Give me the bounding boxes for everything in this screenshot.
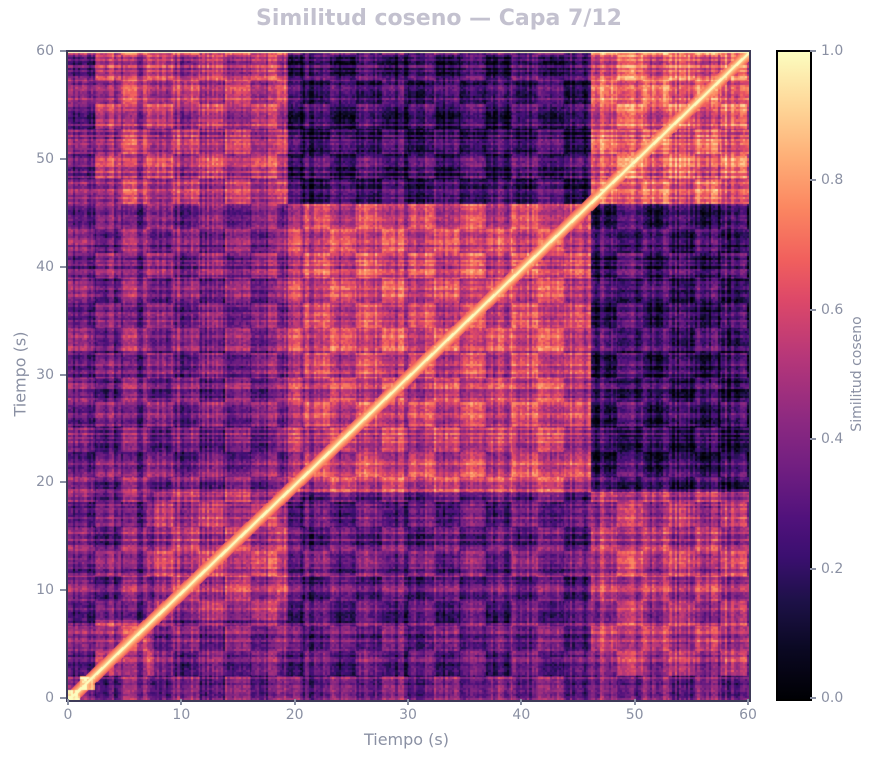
x-tick-mark [293,699,296,705]
x-tick-label: 30 [399,707,417,723]
colorbar-tick-label: 0.6 [821,301,844,318]
y-tick-label: 10 [36,582,54,599]
x-axis-label: Tiempo (s) [363,730,449,749]
colorbar-tick-mark [810,308,816,311]
x-tick-label: 50 [625,707,644,723]
y-tick-label: 50 [36,150,54,167]
x-tick-label: 0 [63,707,73,723]
y-tick-label: 30 [36,366,54,383]
x-tick-label: 60 [739,707,757,723]
colorbar-tick-mark [810,50,816,52]
chart-title: Similitud coseno — Capa 7/12 [256,6,622,31]
y-tick-mark [60,589,66,592]
x-tick-mark [67,699,69,705]
y-tick-label: 40 [36,258,54,275]
x-tick-mark [180,699,183,705]
colorbar-gradient [778,52,810,699]
x-tick-label: 20 [285,707,304,723]
y-tick-label: 0 [45,690,54,706]
colorbar-tick-label: 0.8 [821,172,844,189]
colorbar-tick-label: 0.0 [821,690,844,706]
colorbar-tick-mark [810,438,816,441]
x-tick-mark [747,699,749,705]
y-tick-label: 60 [36,43,54,59]
colorbar-label: Similitud coseno [849,316,865,432]
colorbar-tick-label: 0.4 [821,431,844,448]
y-tick-mark [60,50,66,52]
y-tick-mark [60,265,66,268]
heatmap-plot-area [66,50,751,702]
colorbar-tick-mark [810,567,816,570]
similarity-heatmap [68,52,749,700]
x-tick-label: 10 [172,707,191,723]
y-tick-label: 20 [36,474,54,491]
colorbar-tick-mark [810,179,816,182]
y-tick-mark [60,697,66,699]
x-tick-mark [520,699,523,705]
colorbar [776,50,812,701]
colorbar-tick-mark [810,697,816,699]
x-tick-mark [407,699,409,705]
y-tick-mark [60,373,66,376]
y-tick-mark [60,481,66,484]
y-tick-mark [60,157,66,160]
x-tick-label: 40 [512,707,531,723]
x-tick-mark [633,699,636,705]
colorbar-tick-label: 0.2 [821,560,844,577]
colorbar-tick-label: 1.0 [821,43,844,59]
